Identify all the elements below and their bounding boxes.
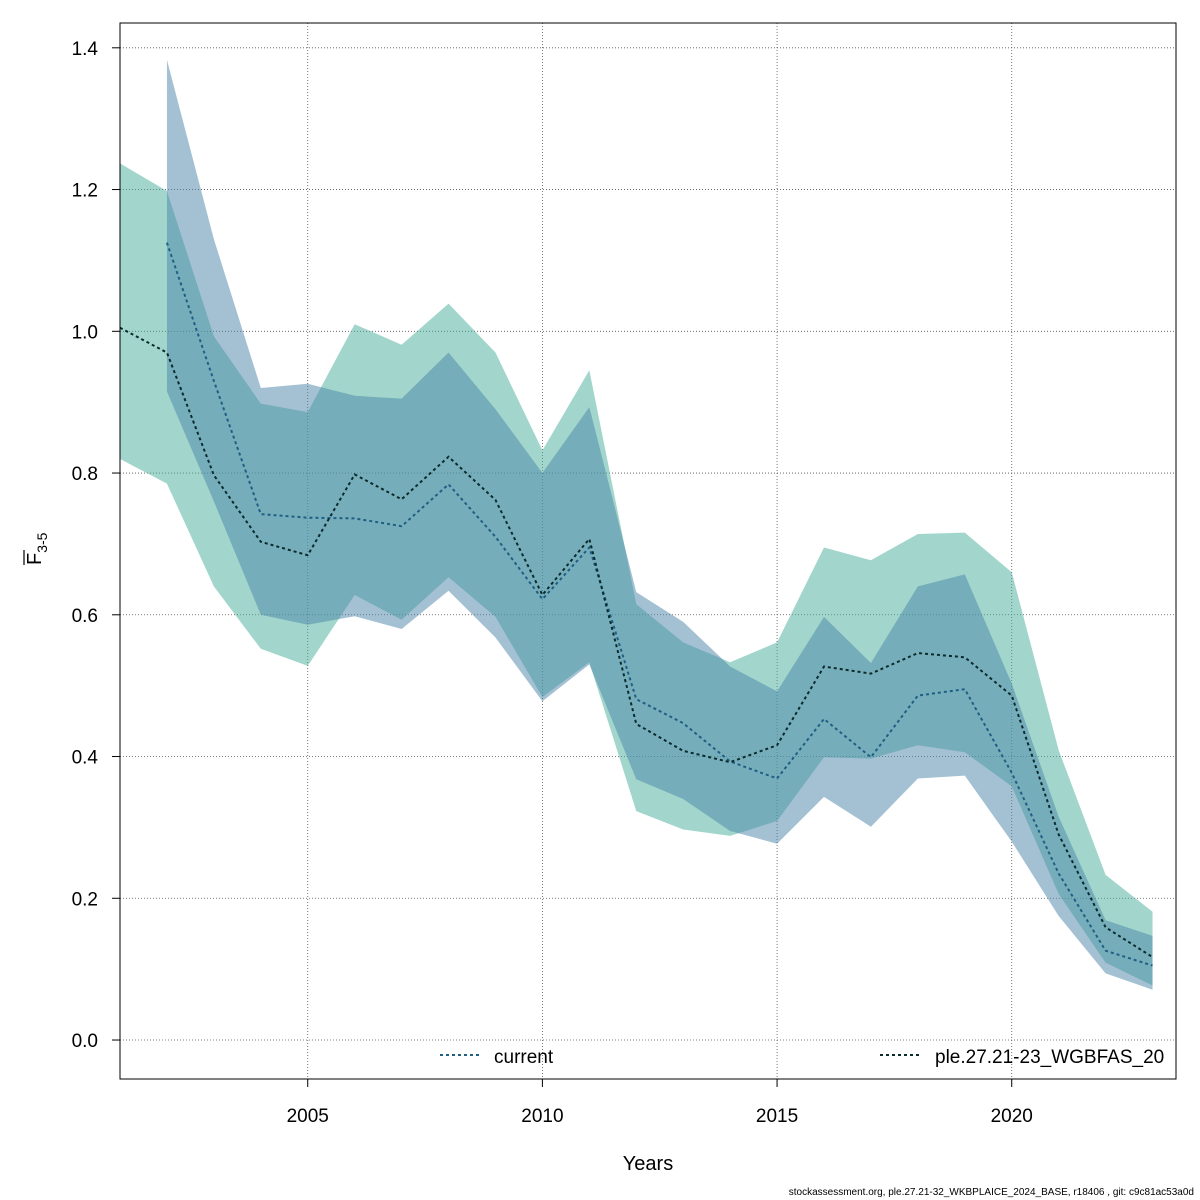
x-axis-title: Years [623, 1153, 673, 1175]
x-axis: 2005 2010 2015 2020 [287, 1079, 1033, 1127]
y-axis-title-subscript: 3-5 [34, 532, 50, 552]
y-axis-title-main: F [24, 553, 46, 565]
legend: current ple.27.21-23_WGBFAS_20 [440, 1047, 1164, 1068]
y-tick-label: 1.4 [72, 39, 99, 60]
y-axis: 0.0 0.2 0.4 0.6 0.8 1.0 1.2 1.4 [72, 39, 120, 1052]
y-tick-label: 0.8 [72, 464, 98, 485]
legend-label-current: current [494, 1047, 554, 1068]
series-line-0 [165, 242, 1153, 967]
confidence-band-0 [166, 59, 1153, 990]
confidence-band-1 [120, 163, 1153, 986]
series-line-1 [119, 326, 1154, 958]
y-tick-label: 0.0 [72, 1031, 98, 1052]
x-tick-label: 2015 [756, 1106, 798, 1127]
y-axis-title: F3-5 [23, 532, 50, 565]
y-tick-label: 0.6 [72, 606, 98, 627]
svg-text:F3-5: F3-5 [24, 532, 50, 565]
series-lines [119, 242, 1154, 967]
x-tick-label: 2005 [287, 1106, 329, 1127]
x-tick-label: 2010 [521, 1106, 563, 1127]
y-tick-label: 1.2 [72, 181, 98, 202]
footer-note: stockassessment.org, ple.27.21-32_WKBPLA… [788, 1187, 1194, 1198]
confidence-bands [120, 59, 1153, 990]
y-tick-label: 0.4 [72, 748, 99, 769]
y-tick-label: 1.0 [72, 322, 98, 343]
x-tick-label: 2020 [991, 1106, 1033, 1127]
y-tick-label: 0.2 [72, 889, 98, 910]
plot-frame [119, 22, 1177, 1080]
legend-label-wgbfas: ple.27.21-23_WGBFAS_20 [935, 1047, 1164, 1068]
